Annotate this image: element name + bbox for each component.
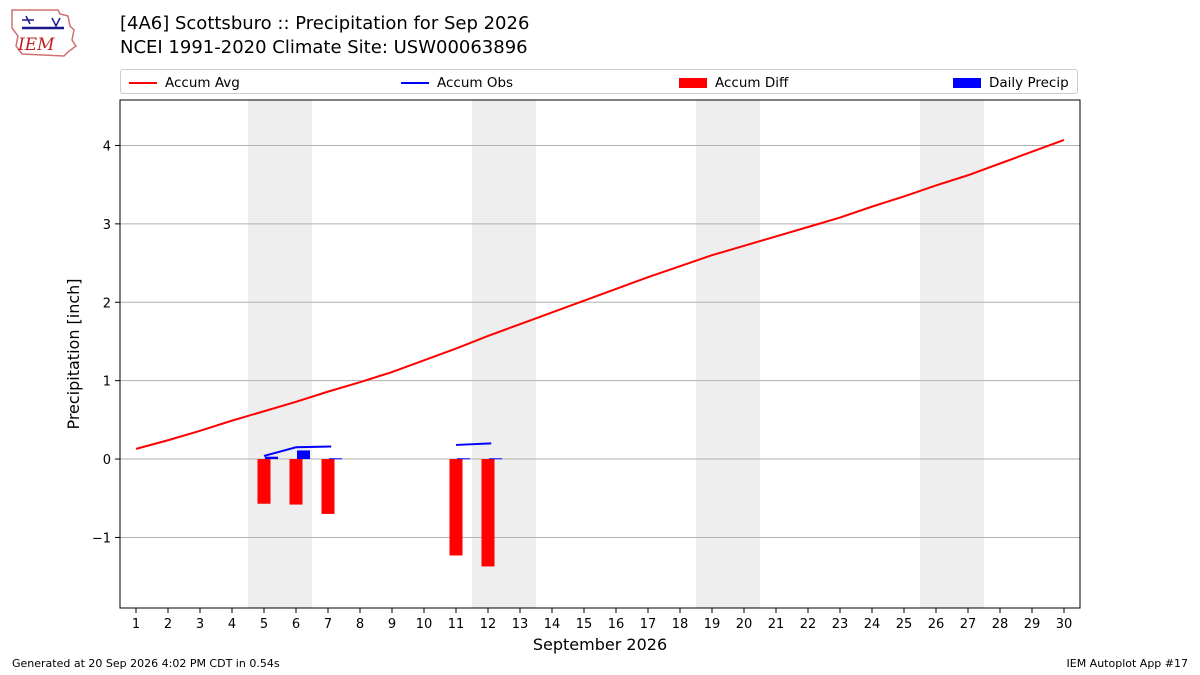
weekend-band xyxy=(696,100,760,608)
legend-label: Daily Precip xyxy=(989,74,1069,91)
x-tick-label: 27 xyxy=(960,617,977,632)
x-tick-label: 8 xyxy=(356,617,364,632)
x-tick-label: 17 xyxy=(640,617,657,632)
x-tick-label: 6 xyxy=(292,617,300,632)
app-footer: IEM Autoplot App #17 xyxy=(1066,657,1189,670)
x-tick-label: 23 xyxy=(832,617,849,632)
title-line-2: NCEI 1991-2020 Climate Site: USW00063896 xyxy=(120,37,528,58)
x-tick-label: 16 xyxy=(608,617,625,632)
legend-item: Accum Avg xyxy=(129,70,240,95)
daily-precip-bar xyxy=(297,450,310,460)
logo-text: IEM xyxy=(17,35,55,55)
x-tick-label: 2 xyxy=(164,617,172,632)
legend-swatch xyxy=(401,81,429,84)
iem-logo: IEM xyxy=(11,9,78,57)
x-tick-label: 15 xyxy=(576,617,593,632)
x-tick-label: 24 xyxy=(864,617,881,632)
x-tick-label: 19 xyxy=(704,617,721,632)
legend-item: Accum Obs xyxy=(401,70,513,95)
accum-obs-line xyxy=(263,445,332,457)
legend-swatch xyxy=(129,81,157,84)
x-tick-label: 18 xyxy=(672,617,689,632)
x-tick-label: 30 xyxy=(1056,617,1073,632)
x-tick-label: 13 xyxy=(512,617,529,632)
x-tick-label: 29 xyxy=(1024,617,1041,632)
legend-label: Accum Diff xyxy=(715,74,789,91)
legend-label: Accum Obs xyxy=(437,74,514,91)
daily-precip-bar xyxy=(457,458,470,460)
x-tick-label: 4 xyxy=(228,617,236,632)
chart-legend: Accum Avg Accum Obs Accum Diff Daily Precip xyxy=(120,69,1078,94)
plot-frame xyxy=(119,99,1081,609)
chart-title: [4A6] Scottsburo :: Precipitation for Se… xyxy=(120,12,529,60)
weekend-band xyxy=(248,100,312,608)
legend-item: Accum Diff xyxy=(679,70,788,95)
y-tick-label: 1 xyxy=(103,375,111,390)
weekend-band xyxy=(920,100,984,608)
x-tick-label: 3 xyxy=(196,617,204,632)
accum-diff-bar xyxy=(321,459,335,514)
legend-item: Daily Precip xyxy=(953,70,1069,95)
y-tick-label: 3 xyxy=(103,218,111,233)
accum-diff-bar xyxy=(257,459,271,504)
x-axis-label: September 2026 xyxy=(533,635,667,654)
y-tick-label: 0 xyxy=(103,453,111,468)
x-tick-label: 10 xyxy=(416,617,433,632)
accum-avg-line xyxy=(135,139,1065,450)
x-tick-label: 12 xyxy=(480,617,497,632)
x-tick-label: 20 xyxy=(736,617,753,632)
daily-precip-bar xyxy=(489,458,502,460)
x-tick-label: 14 xyxy=(544,617,561,632)
accum-diff-bar xyxy=(449,459,463,556)
accum-obs-line xyxy=(455,442,492,446)
accum-diff-bar xyxy=(481,459,495,567)
y-axis-label: Precipitation [inch] xyxy=(64,278,83,429)
legend-swatch xyxy=(679,77,707,88)
y-tick-label: 2 xyxy=(103,296,111,311)
legend-swatch xyxy=(953,77,981,88)
x-tick-label: 5 xyxy=(260,617,268,632)
x-tick-label: 1 xyxy=(132,617,140,632)
title-line-1: [4A6] Scottsburo :: Precipitation for Se… xyxy=(120,13,530,34)
x-tick-label: 22 xyxy=(800,617,817,632)
x-tick-label: 21 xyxy=(768,617,785,632)
x-tick-label: 7 xyxy=(324,617,332,632)
accum-diff-bar xyxy=(289,459,303,505)
y-tick-label: −1 xyxy=(92,531,111,546)
x-tick-label: 11 xyxy=(448,617,465,632)
generated-footer: Generated at 20 Sep 2026 4:02 PM CDT in … xyxy=(12,657,280,670)
daily-precip-bar xyxy=(329,458,342,460)
x-tick-label: 28 xyxy=(992,617,1009,632)
daily-precip-bar xyxy=(265,456,278,460)
legend-label: Accum Avg xyxy=(165,74,240,91)
x-tick-label: 25 xyxy=(896,617,913,632)
x-tick-label: 26 xyxy=(928,617,945,632)
x-tick-label: 9 xyxy=(388,617,396,632)
y-tick-label: 4 xyxy=(103,139,111,154)
